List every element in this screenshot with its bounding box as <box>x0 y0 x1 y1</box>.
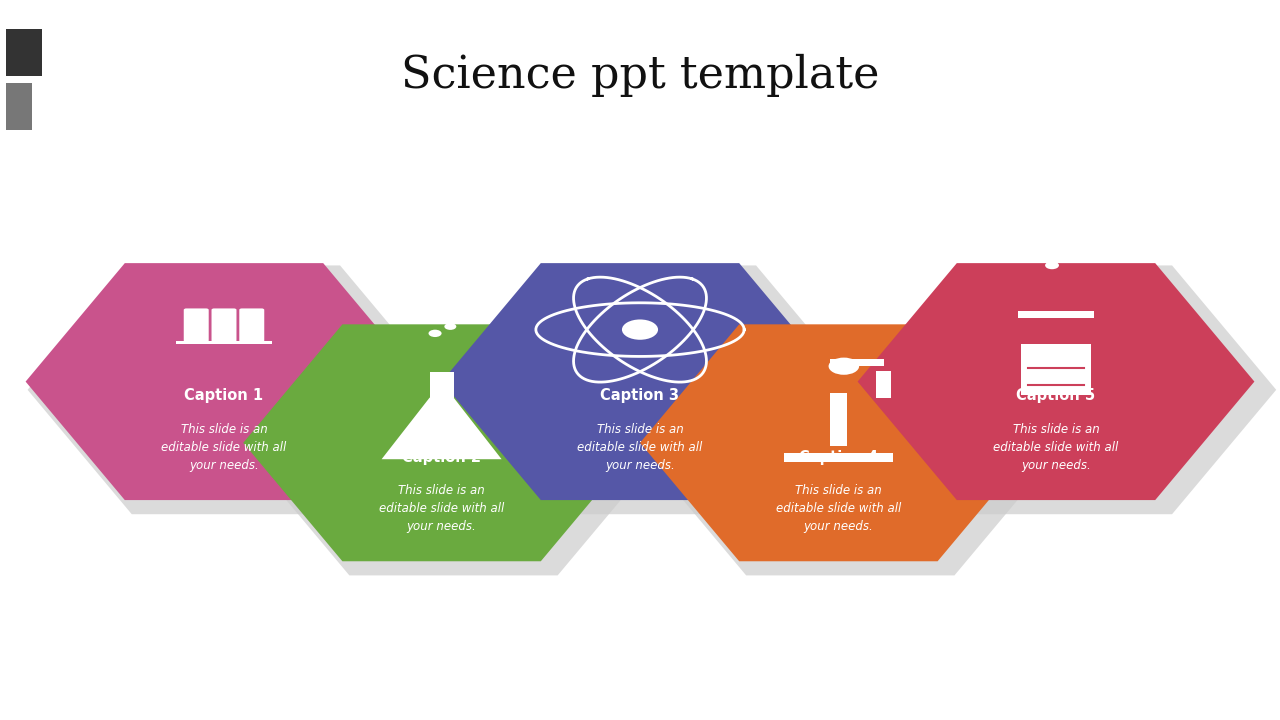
Bar <box>1019 311 1093 318</box>
Polygon shape <box>640 324 1037 562</box>
Polygon shape <box>858 263 1254 500</box>
Text: Caption 4: Caption 4 <box>799 449 878 464</box>
Bar <box>829 393 847 446</box>
Polygon shape <box>243 324 640 562</box>
Polygon shape <box>643 327 1059 575</box>
Bar <box>6 83 32 130</box>
Circle shape <box>436 312 447 319</box>
FancyBboxPatch shape <box>239 308 264 342</box>
Circle shape <box>444 323 457 330</box>
Bar <box>430 372 453 397</box>
Circle shape <box>429 330 442 337</box>
Bar <box>6 29 42 76</box>
FancyBboxPatch shape <box>184 308 209 342</box>
Polygon shape <box>28 266 444 514</box>
Text: This slide is an
editable slide with all
your needs.: This slide is an editable slide with all… <box>577 423 703 472</box>
Circle shape <box>1044 261 1059 269</box>
Text: Caption 1: Caption 1 <box>184 389 264 403</box>
Circle shape <box>1060 253 1071 261</box>
Text: Science ppt template: Science ppt template <box>401 54 879 97</box>
Bar <box>829 359 884 366</box>
Circle shape <box>828 358 859 375</box>
Polygon shape <box>26 263 422 500</box>
Polygon shape <box>444 266 860 514</box>
Text: This slide is an
editable slide with all
your needs.: This slide is an editable slide with all… <box>993 423 1119 472</box>
Bar <box>783 453 893 462</box>
Text: Caption 2: Caption 2 <box>402 449 481 464</box>
Text: Caption 5: Caption 5 <box>1016 389 1096 403</box>
Text: Caption 3: Caption 3 <box>600 389 680 403</box>
Polygon shape <box>246 327 662 575</box>
Text: This slide is an
editable slide with all
your needs.: This slide is an editable slide with all… <box>379 484 504 534</box>
FancyBboxPatch shape <box>177 341 271 344</box>
Polygon shape <box>860 266 1276 514</box>
Text: This slide is an
editable slide with all
your needs.: This slide is an editable slide with all… <box>161 423 287 472</box>
Polygon shape <box>381 397 502 459</box>
Circle shape <box>622 320 658 340</box>
Bar <box>1021 344 1091 395</box>
Circle shape <box>1052 245 1062 251</box>
Bar <box>876 372 891 397</box>
Text: This slide is an
editable slide with all
your needs.: This slide is an editable slide with all… <box>776 484 901 534</box>
FancyBboxPatch shape <box>211 308 237 342</box>
Polygon shape <box>442 263 838 500</box>
